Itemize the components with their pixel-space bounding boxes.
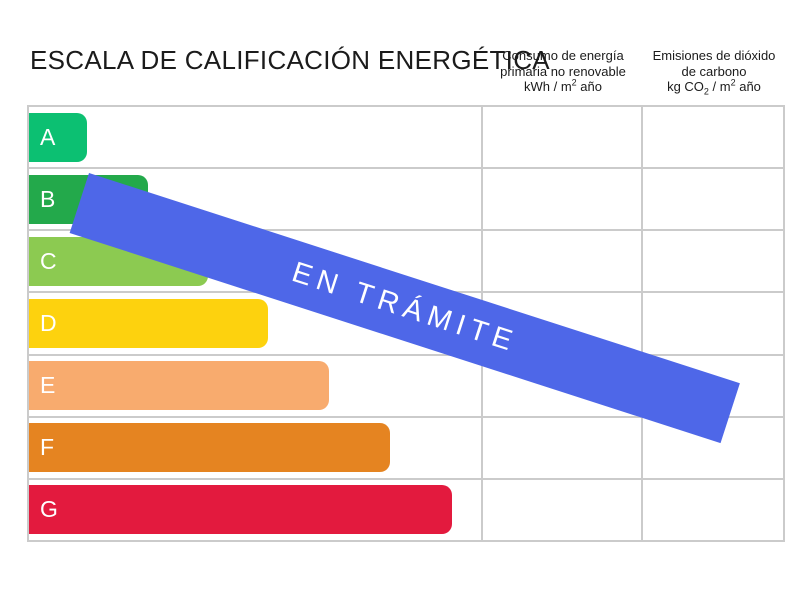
emissions-value-cell-c — [643, 231, 783, 292]
emissions-value-cell-b — [643, 169, 783, 230]
consumption-value-cell-a — [483, 107, 641, 168]
emissions-unit-subscript: 2 — [703, 86, 709, 97]
rating-band-cell-e: E — [29, 355, 481, 416]
emissions-unit-superscript: 2 — [730, 77, 736, 88]
rating-bar-a: A — [29, 112, 87, 162]
emissions-column-header: Emisiones de dióxido de carbono kg CO2 /… — [643, 48, 785, 97]
emissions-header-line1: Emisiones de dióxido — [652, 48, 776, 63]
emissions-header-line2: de carbono — [681, 63, 747, 79]
rating-bar-e: E — [29, 361, 329, 411]
rating-band-cell-f: F — [29, 417, 481, 478]
consumption-value-cell-f — [483, 417, 641, 478]
rating-band-cell-a: A — [29, 107, 481, 168]
consumption-column-header: Consumo de energía primaria no renovable… — [483, 48, 643, 95]
emissions-value-cell-g — [643, 479, 783, 540]
emissions-value-cell-a — [643, 107, 783, 168]
rating-band-cell-g: G — [29, 479, 481, 540]
rating-letter-b: B — [40, 185, 56, 212]
page-title: ESCALA DE CALIFICACIÓN ENERGÉTICA — [30, 45, 550, 75]
rating-letter-a: A — [40, 123, 56, 150]
emissions-unit-mid: / m — [708, 79, 731, 94]
consumption-header-line2: primaria no renovable — [500, 63, 626, 79]
emissions-value-cell-d — [643, 293, 783, 354]
consumption-header-unit: kWh / m2 año — [483, 77, 643, 95]
consumption-unit-suffix: año — [576, 79, 602, 94]
emissions-unit-text: kg CO — [667, 79, 704, 94]
rating-band-cell-d: D — [29, 293, 481, 354]
rating-letter-d: D — [40, 309, 57, 336]
consumption-unit-text: kWh / m — [524, 79, 572, 94]
emissions-header-unit: kg CO2 / m2 año — [643, 77, 785, 97]
rating-letter-f: F — [40, 434, 55, 461]
consumption-value-cell-b — [483, 169, 641, 230]
emissions-unit-suffix: año — [735, 79, 761, 94]
consumption-unit-superscript: 2 — [571, 77, 577, 88]
rating-bar-g: G — [29, 485, 452, 535]
rating-letter-e: E — [40, 372, 56, 399]
consumption-header-line1: Consumo de energía — [502, 48, 624, 63]
rating-letter-c: C — [40, 247, 57, 274]
rating-bar-d: D — [29, 298, 268, 348]
consumption-value-cell-g — [483, 479, 641, 540]
rating-letter-g: G — [40, 496, 58, 523]
consumption-value-cell-c — [483, 231, 641, 292]
rating-bar-f: F — [29, 423, 390, 473]
